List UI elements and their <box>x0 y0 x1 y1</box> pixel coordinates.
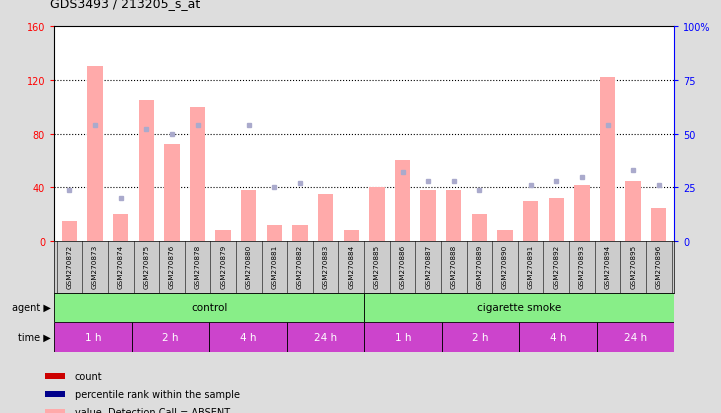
Bar <box>267 225 282 242</box>
Bar <box>138 101 154 242</box>
Text: 24 h: 24 h <box>624 332 647 342</box>
Text: GSM270876: GSM270876 <box>169 244 175 288</box>
Text: GSM270874: GSM270874 <box>118 244 124 288</box>
Bar <box>113 215 128 242</box>
Bar <box>45 373 65 379</box>
Text: GSM270892: GSM270892 <box>553 244 559 288</box>
Text: value, Detection Call = ABSENT: value, Detection Call = ABSENT <box>75 407 230 413</box>
Text: 24 h: 24 h <box>314 332 337 342</box>
Text: GSM270886: GSM270886 <box>399 244 405 288</box>
Text: cigarette smoke: cigarette smoke <box>477 303 561 313</box>
Text: GSM270887: GSM270887 <box>425 244 431 288</box>
Text: GSM270882: GSM270882 <box>297 244 303 288</box>
Bar <box>651 208 666 242</box>
Bar <box>292 225 308 242</box>
Bar <box>446 191 461 242</box>
Text: GSM270872: GSM270872 <box>66 244 72 288</box>
Text: GSM270895: GSM270895 <box>630 244 636 288</box>
Text: 1 h: 1 h <box>84 332 101 342</box>
Text: GSM270888: GSM270888 <box>451 244 457 288</box>
Text: GSM270885: GSM270885 <box>374 244 380 288</box>
Text: GSM270893: GSM270893 <box>579 244 585 288</box>
Bar <box>164 145 180 242</box>
Text: percentile rank within the sample: percentile rank within the sample <box>75 389 240 399</box>
Bar <box>441 322 519 352</box>
Text: GSM270883: GSM270883 <box>323 244 329 288</box>
Bar <box>131 322 209 352</box>
Bar <box>45 391 65 397</box>
Bar <box>344 231 359 242</box>
Text: GSM270896: GSM270896 <box>656 244 662 288</box>
Bar <box>190 107 205 242</box>
Bar <box>286 322 364 352</box>
Bar <box>497 231 513 242</box>
Bar <box>62 221 77 242</box>
Text: GSM270884: GSM270884 <box>348 244 354 288</box>
Text: count: count <box>75 371 102 381</box>
Bar <box>364 322 441 352</box>
Bar <box>54 322 131 352</box>
Text: GSM270890: GSM270890 <box>502 244 508 288</box>
Text: GSM270894: GSM270894 <box>604 244 611 288</box>
Bar <box>420 191 436 242</box>
Text: GSM270881: GSM270881 <box>271 244 278 288</box>
Text: GSM270875: GSM270875 <box>143 244 149 288</box>
Bar <box>574 185 590 242</box>
Text: GSM270889: GSM270889 <box>477 244 482 288</box>
Bar <box>241 191 257 242</box>
Bar <box>87 67 103 242</box>
Bar <box>549 199 564 242</box>
Text: GSM270891: GSM270891 <box>528 244 534 288</box>
Bar <box>596 322 674 352</box>
Bar <box>364 293 674 322</box>
Bar <box>472 215 487 242</box>
Text: 4 h: 4 h <box>549 332 566 342</box>
Text: control: control <box>191 303 227 313</box>
Text: 1 h: 1 h <box>394 332 411 342</box>
Bar <box>600 78 615 242</box>
Text: 4 h: 4 h <box>239 332 256 342</box>
Bar <box>45 409 65 413</box>
Text: 2 h: 2 h <box>162 332 179 342</box>
Bar <box>369 188 384 242</box>
Bar <box>625 181 641 242</box>
Text: GSM270879: GSM270879 <box>220 244 226 288</box>
Bar <box>395 161 410 242</box>
Text: GSM270878: GSM270878 <box>195 244 200 288</box>
Text: 2 h: 2 h <box>472 332 489 342</box>
Bar <box>54 293 364 322</box>
Bar <box>523 201 539 242</box>
Text: time ▶: time ▶ <box>18 332 50 342</box>
Text: GDS3493 / 213205_s_at: GDS3493 / 213205_s_at <box>50 0 200 10</box>
Bar <box>519 322 597 352</box>
Text: GSM270880: GSM270880 <box>246 244 252 288</box>
Bar <box>209 322 286 352</box>
Text: agent ▶: agent ▶ <box>12 303 50 313</box>
Text: GSM270873: GSM270873 <box>92 244 98 288</box>
Bar <box>216 231 231 242</box>
Bar <box>318 195 333 242</box>
